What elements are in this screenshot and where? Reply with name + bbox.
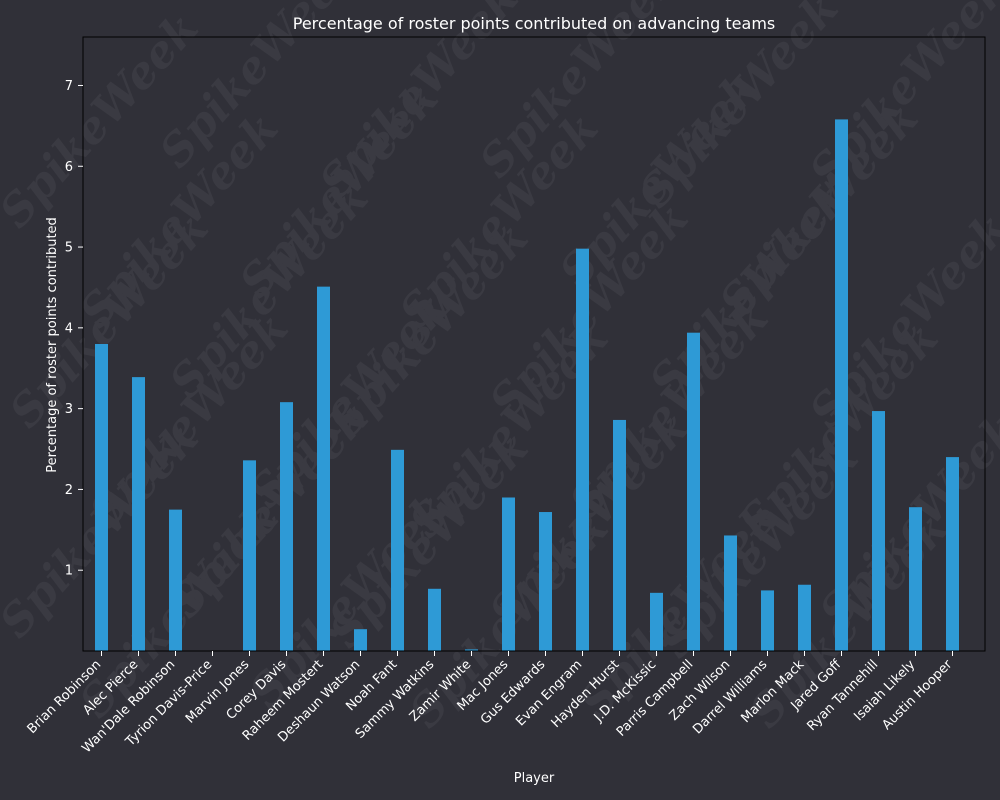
bar xyxy=(280,402,293,651)
bar xyxy=(687,332,700,651)
y-axis-title: Percentage of roster points contributed xyxy=(45,217,60,473)
bar xyxy=(465,649,478,651)
bar xyxy=(835,119,848,651)
y-tick-label: 2 xyxy=(65,483,73,498)
bar xyxy=(613,419,626,651)
plot-frame xyxy=(82,36,986,652)
bar xyxy=(539,512,552,651)
bar xyxy=(428,588,441,651)
bar xyxy=(243,460,256,651)
y-tick-label: 3 xyxy=(65,402,73,417)
y-tick-label: 1 xyxy=(65,564,73,579)
x-axis-title: Player xyxy=(514,771,555,786)
bar xyxy=(946,457,959,651)
y-tick-label: 5 xyxy=(65,241,73,256)
bar xyxy=(576,248,589,652)
bar xyxy=(317,286,330,651)
bar xyxy=(798,584,811,651)
bar xyxy=(761,590,774,651)
bar xyxy=(502,497,515,651)
bar xyxy=(132,377,145,651)
bar xyxy=(650,592,663,651)
bar xyxy=(909,507,922,651)
y-tick-label: 6 xyxy=(65,160,73,175)
bars-group xyxy=(95,119,959,652)
bar xyxy=(724,535,737,651)
chart-title: Percentage of roster points contributed … xyxy=(293,14,776,33)
bar xyxy=(95,344,108,651)
bar xyxy=(391,449,404,651)
bar xyxy=(354,629,367,651)
bar xyxy=(872,411,885,651)
y-tick-label: 7 xyxy=(65,79,73,94)
bar xyxy=(169,509,182,651)
y-tick-label: 4 xyxy=(65,321,73,336)
